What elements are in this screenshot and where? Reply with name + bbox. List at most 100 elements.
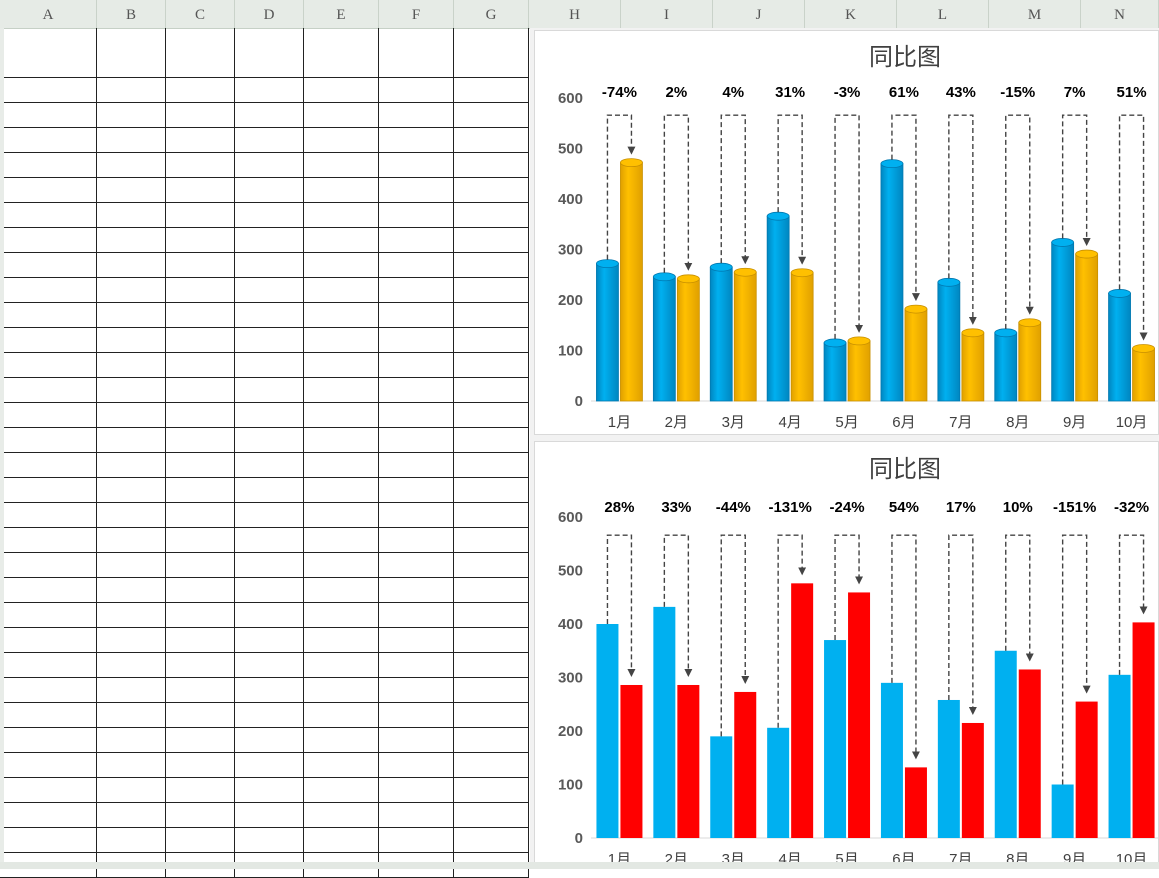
empty-cell[interactable] xyxy=(379,528,454,553)
empty-cell[interactable] xyxy=(304,803,379,828)
table-cell[interactable] xyxy=(166,203,235,228)
column-header-i[interactable]: I xyxy=(621,0,713,28)
empty-cell[interactable] xyxy=(235,678,304,703)
table-cell[interactable] xyxy=(304,228,379,253)
empty-cell[interactable] xyxy=(235,428,304,453)
empty-cell[interactable] xyxy=(235,803,304,828)
empty-cell[interactable] xyxy=(454,728,529,753)
empty-cell[interactable] xyxy=(454,378,529,403)
empty-cell[interactable] xyxy=(0,828,97,853)
table-cell[interactable] xyxy=(235,103,304,128)
empty-cell[interactable] xyxy=(454,553,529,578)
table-cell[interactable] xyxy=(379,328,454,353)
empty-cell[interactable] xyxy=(304,403,379,428)
column-header-a[interactable]: A xyxy=(0,0,97,28)
empty-cell[interactable] xyxy=(166,803,235,828)
empty-cell[interactable] xyxy=(0,553,97,578)
empty-cell[interactable] xyxy=(97,603,166,628)
table-cell[interactable] xyxy=(235,78,304,103)
empty-cell[interactable] xyxy=(166,703,235,728)
table-cell[interactable] xyxy=(0,128,97,153)
table-cell[interactable] xyxy=(97,103,166,128)
table-cell[interactable] xyxy=(454,78,529,103)
empty-cell[interactable] xyxy=(97,478,166,503)
empty-cell[interactable] xyxy=(166,403,235,428)
empty-cell[interactable] xyxy=(166,578,235,603)
column-header-j[interactable]: J xyxy=(713,0,805,28)
table-cell[interactable] xyxy=(304,303,379,328)
table-cell[interactable] xyxy=(454,103,529,128)
empty-cell[interactable] xyxy=(97,678,166,703)
empty-cell[interactable] xyxy=(235,703,304,728)
empty-cell[interactable] xyxy=(166,678,235,703)
table-cell[interactable] xyxy=(166,353,235,378)
empty-cell[interactable] xyxy=(0,528,97,553)
empty-cell[interactable] xyxy=(97,403,166,428)
table-cell[interactable] xyxy=(304,128,379,153)
empty-cell[interactable] xyxy=(304,703,379,728)
table-cell[interactable] xyxy=(97,153,166,178)
table-cell[interactable] xyxy=(97,128,166,153)
table-cell[interactable] xyxy=(97,78,166,103)
column-header-n[interactable]: N xyxy=(1081,0,1159,28)
table-cell[interactable] xyxy=(235,328,304,353)
table-cell[interactable] xyxy=(97,178,166,203)
column-header-b[interactable]: B xyxy=(97,0,166,28)
header-cell[interactable] xyxy=(235,28,304,78)
empty-cell[interactable] xyxy=(454,428,529,453)
empty-cell[interactable] xyxy=(0,753,97,778)
empty-cell[interactable] xyxy=(235,553,304,578)
empty-cell[interactable] xyxy=(97,828,166,853)
table-cell[interactable] xyxy=(379,153,454,178)
column-header-f[interactable]: F xyxy=(379,0,454,28)
empty-cell[interactable] xyxy=(235,378,304,403)
empty-cell[interactable] xyxy=(454,503,529,528)
table-cell[interactable] xyxy=(379,278,454,303)
column-header-l[interactable]: L xyxy=(897,0,989,28)
table-cell[interactable] xyxy=(235,228,304,253)
empty-cell[interactable] xyxy=(304,428,379,453)
table-cell[interactable] xyxy=(97,253,166,278)
table-cell[interactable] xyxy=(379,203,454,228)
table-cell[interactable] xyxy=(0,103,97,128)
table-cell[interactable] xyxy=(166,253,235,278)
empty-cell[interactable] xyxy=(0,403,97,428)
table-cell[interactable] xyxy=(379,178,454,203)
empty-cell[interactable] xyxy=(166,653,235,678)
empty-cell[interactable] xyxy=(379,403,454,428)
empty-cell[interactable] xyxy=(379,678,454,703)
table-cell[interactable] xyxy=(379,103,454,128)
empty-cell[interactable] xyxy=(454,478,529,503)
table-cell[interactable] xyxy=(166,278,235,303)
empty-cell[interactable] xyxy=(379,428,454,453)
empty-cell[interactable] xyxy=(454,528,529,553)
empty-cell[interactable] xyxy=(97,578,166,603)
empty-cell[interactable] xyxy=(97,453,166,478)
empty-cell[interactable] xyxy=(97,553,166,578)
empty-cell[interactable] xyxy=(304,503,379,528)
table-cell[interactable] xyxy=(454,203,529,228)
empty-cell[interactable] xyxy=(235,628,304,653)
table-cell[interactable] xyxy=(235,253,304,278)
empty-cell[interactable] xyxy=(0,428,97,453)
table-cell[interactable] xyxy=(0,253,97,278)
empty-cell[interactable] xyxy=(0,578,97,603)
empty-cell[interactable] xyxy=(97,803,166,828)
empty-cell[interactable] xyxy=(379,803,454,828)
empty-cell[interactable] xyxy=(304,603,379,628)
empty-cell[interactable] xyxy=(454,578,529,603)
empty-cell[interactable] xyxy=(235,603,304,628)
empty-cell[interactable] xyxy=(0,703,97,728)
empty-cell[interactable] xyxy=(166,628,235,653)
table-cell[interactable] xyxy=(304,103,379,128)
header-cell[interactable] xyxy=(166,28,235,78)
empty-cell[interactable] xyxy=(235,528,304,553)
table-cell[interactable] xyxy=(454,178,529,203)
header-cell[interactable] xyxy=(304,28,379,78)
empty-cell[interactable] xyxy=(166,503,235,528)
empty-cell[interactable] xyxy=(379,778,454,803)
empty-cell[interactable] xyxy=(304,778,379,803)
empty-cell[interactable] xyxy=(166,603,235,628)
table-cell[interactable] xyxy=(454,253,529,278)
empty-cell[interactable] xyxy=(235,478,304,503)
